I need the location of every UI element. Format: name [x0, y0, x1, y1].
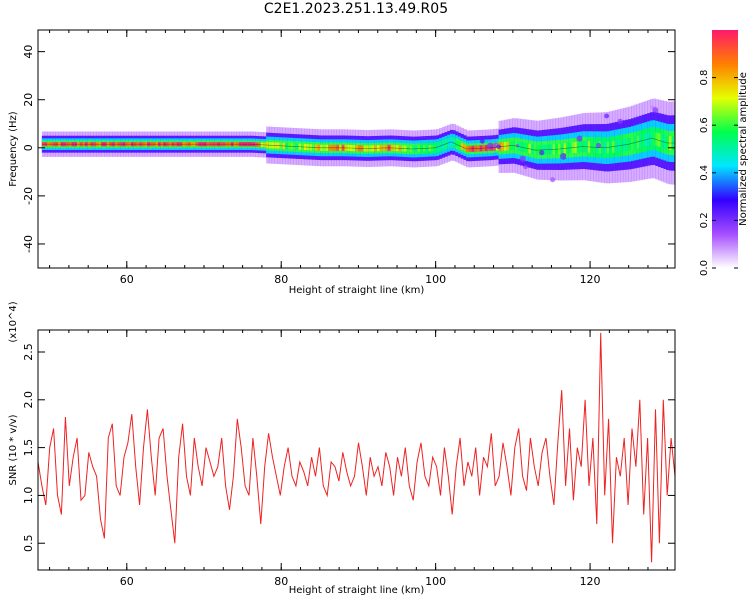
heatmap-cell — [525, 143, 529, 153]
colorbar-label: Normalized spectral amplitude — [738, 72, 749, 226]
heatmap-y-tick-label: 0 — [22, 144, 35, 151]
line-x-tick-label: 120 — [580, 575, 601, 588]
heatmap-cell — [655, 132, 659, 146]
heatmap-y-tick-label: -40 — [22, 235, 35, 253]
colorbar-tick-label: 0.8 — [699, 70, 710, 86]
heatmap-x-tick-label: 120 — [580, 273, 601, 286]
heatmap-cell — [633, 136, 637, 150]
line-x-tick-label: 100 — [425, 575, 446, 588]
heatmap-cell — [517, 141, 521, 151]
heatmap-cell — [636, 135, 640, 149]
heatmap-cell — [447, 140, 451, 147]
heatmap-cell — [452, 139, 456, 146]
heatmap-x-tick-label: 60 — [120, 273, 134, 286]
heatmap-y-tick-label: 20 — [22, 93, 35, 107]
heatmap-x-axis-label: Height of straight line (km) — [289, 285, 425, 296]
line-y-tick-label: 2.5 — [22, 343, 35, 361]
snr-series-line — [38, 332, 675, 563]
heatmap-speckle — [519, 155, 527, 163]
heatmap-cell — [644, 133, 648, 147]
line-y-tick-label: 1.5 — [22, 439, 35, 457]
colorbar-tick-label: 0.0 — [699, 260, 710, 276]
line-x-tick-label: 60 — [120, 575, 134, 588]
heatmap-speckle — [596, 142, 602, 149]
heatmap-cell — [436, 144, 440, 151]
heatmap-cell — [444, 141, 448, 148]
line-frame — [37, 329, 676, 571]
heatmap-frame — [37, 29, 676, 269]
colorbar — [712, 30, 738, 268]
heatmap-speckle — [560, 152, 567, 160]
line-y-tick-label: 2.0 — [22, 391, 35, 409]
line-plot-area — [38, 332, 675, 563]
heatmap-cell — [441, 142, 446, 149]
heatmap-cell — [463, 144, 467, 151]
heatmap-speckle — [486, 142, 494, 150]
heatmap-speckle — [576, 135, 583, 142]
heatmap-y-axis-label: Frequency (Hz) — [8, 111, 19, 187]
heatmap-cell — [439, 143, 443, 150]
heatmap-cell — [628, 137, 632, 151]
colorbar-tick-label: 0.2 — [699, 212, 710, 228]
heatmap-y-tick-label: 40 — [22, 45, 35, 59]
heatmap-cell — [460, 143, 465, 150]
line-x-axis-label: Height of straight line (km) — [289, 585, 425, 596]
heatmap-cell — [520, 142, 524, 152]
heatmap-cell — [666, 135, 670, 150]
heatmap-speckle — [523, 164, 528, 170]
heatmap-cell — [647, 132, 651, 146]
heatmap-cell — [528, 143, 532, 154]
heatmap-cell — [663, 134, 667, 149]
colorbar-tick-label: 0.4 — [699, 165, 710, 181]
heatmap-speckle — [652, 107, 659, 114]
line-y-axis-label: SNR (10 * v/v) — [8, 414, 19, 485]
heatmap-cell — [630, 137, 635, 150]
heatmap-x-tick-label: 100 — [425, 273, 446, 286]
heatmap-cell — [458, 141, 462, 149]
line-y-tick-label: 1.0 — [22, 487, 35, 505]
heatmap-cell — [658, 133, 662, 147]
heatmap-cell — [660, 134, 665, 148]
heatmap-x-tick-label: 80 — [274, 273, 288, 286]
heatmap-speckle — [479, 138, 485, 144]
heatmap-cell — [530, 144, 535, 154]
heatmap-cell — [652, 131, 656, 146]
heatmap-cell — [649, 132, 654, 146]
heatmap-cell — [522, 142, 527, 153]
heatmap-cell — [641, 134, 646, 148]
line-x-tick-label: 80 — [274, 575, 288, 588]
heatmap-speckle — [617, 118, 623, 125]
heatmap-speckle — [539, 150, 545, 156]
heatmap-y-tick-label: -20 — [22, 187, 35, 205]
heatmap-speckle — [604, 113, 610, 119]
heatmap-ridge-line — [41, 137, 675, 151]
heatmap-cell — [455, 140, 459, 147]
heatmap-plot-area — [38, 30, 675, 268]
chart-title: C2E1.2023.251.13.49.R05 — [263, 1, 449, 17]
line-y-tick-label: 0.5 — [22, 534, 35, 552]
heatmap-cell — [533, 144, 538, 155]
colorbar-tick-label: 0.6 — [699, 117, 710, 133]
line-y-multiplier-label: (x10^4) — [8, 301, 19, 342]
heatmap-speckle — [550, 177, 556, 183]
heatmap-cell — [639, 135, 643, 148]
